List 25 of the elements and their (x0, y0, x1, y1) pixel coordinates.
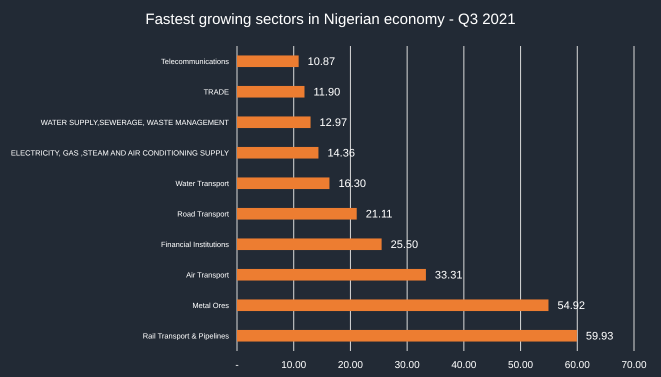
x-tick-label: 30.00 (394, 360, 420, 371)
data-label: 10.87 (308, 56, 336, 68)
bar (237, 330, 577, 342)
data-label: 12.97 (320, 117, 348, 130)
bar (237, 146, 318, 159)
x-tick-label: 70.00 (621, 360, 647, 371)
data-label: 21.11 (366, 208, 392, 221)
bar (237, 86, 304, 98)
bar (237, 116, 311, 128)
bar (237, 238, 382, 250)
chart-title: Fastest growing sectors in Nigerian economy - Q3 2021 (145, 11, 516, 28)
data-label: 11.90 (313, 86, 340, 99)
x-tick-label: 40.00 (451, 360, 477, 371)
x-tick-label: 10.00 (281, 360, 307, 371)
x-tick-label: 50.00 (508, 360, 534, 371)
bar (237, 208, 357, 220)
x-tick-label: - (235, 360, 239, 371)
x-tick-label: 60.00 (564, 360, 590, 371)
data-label: 59.93 (586, 330, 614, 343)
data-label: 33.31 (434, 270, 462, 282)
x-tick-label: 20.00 (338, 360, 364, 371)
bar (237, 55, 299, 68)
bar (237, 177, 330, 190)
bar (237, 268, 426, 281)
bar (237, 299, 548, 312)
